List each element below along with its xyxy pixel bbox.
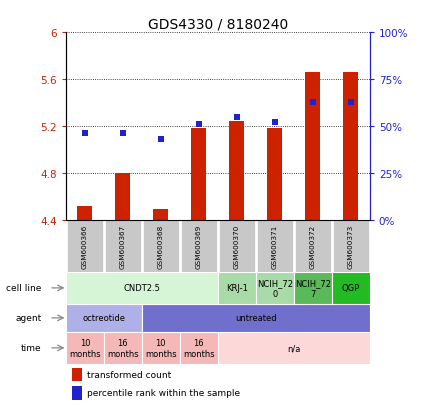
- Point: [157, 136, 164, 143]
- Point: [309, 99, 316, 106]
- Point: [119, 131, 126, 138]
- Bar: [332, 220, 369, 273]
- Text: NCIH_72
0: NCIH_72 0: [257, 278, 293, 298]
- Point: [272, 119, 278, 126]
- Point: [82, 131, 88, 138]
- Bar: [295, 220, 331, 273]
- Text: GSM600367: GSM600367: [120, 224, 126, 268]
- Text: 10
months: 10 months: [69, 338, 101, 358]
- Bar: [142, 332, 180, 364]
- Title: GDS4330 / 8180240: GDS4330 / 8180240: [148, 18, 288, 32]
- Bar: [229, 122, 244, 220]
- Bar: [71, 368, 82, 381]
- Bar: [153, 209, 168, 220]
- Text: agent: agent: [15, 313, 42, 323]
- Text: GSM600370: GSM600370: [234, 224, 240, 268]
- Text: n/a: n/a: [287, 344, 300, 353]
- Text: 16
months: 16 months: [183, 338, 215, 358]
- Bar: [66, 332, 104, 364]
- Bar: [66, 304, 142, 332]
- Bar: [218, 332, 370, 364]
- Bar: [104, 332, 142, 364]
- Point: [196, 121, 202, 128]
- Bar: [305, 73, 320, 220]
- Bar: [218, 273, 256, 304]
- Bar: [218, 220, 255, 273]
- Bar: [66, 273, 218, 304]
- Text: CNDT2.5: CNDT2.5: [123, 284, 160, 293]
- Bar: [267, 129, 282, 220]
- Point: [233, 114, 240, 121]
- Bar: [257, 220, 293, 273]
- Text: octreotide: octreotide: [82, 313, 125, 323]
- Bar: [343, 73, 358, 220]
- Text: percentile rank within the sample: percentile rank within the sample: [87, 389, 240, 397]
- Bar: [105, 220, 141, 273]
- Text: GSM600368: GSM600368: [158, 224, 164, 268]
- Text: GSM600371: GSM600371: [272, 224, 278, 268]
- Bar: [294, 273, 332, 304]
- Bar: [67, 220, 103, 273]
- Bar: [143, 220, 179, 273]
- Text: QGP: QGP: [342, 284, 360, 293]
- Text: transformed count: transformed count: [87, 370, 171, 379]
- Bar: [256, 273, 294, 304]
- Bar: [332, 273, 370, 304]
- Text: time: time: [21, 344, 42, 353]
- Bar: [77, 206, 93, 220]
- Text: 16
months: 16 months: [107, 338, 139, 358]
- Text: untreated: untreated: [235, 313, 277, 323]
- Bar: [191, 129, 207, 220]
- Bar: [142, 304, 370, 332]
- Text: GSM600369: GSM600369: [196, 224, 202, 268]
- Text: GSM600373: GSM600373: [348, 224, 354, 268]
- Bar: [180, 332, 218, 364]
- Text: KRJ-1: KRJ-1: [226, 284, 248, 293]
- Bar: [181, 220, 217, 273]
- Point: [347, 99, 354, 106]
- Text: GSM600372: GSM600372: [310, 224, 316, 268]
- Bar: [71, 386, 82, 399]
- Text: NCIH_72
7: NCIH_72 7: [295, 278, 331, 298]
- Text: 10
months: 10 months: [145, 338, 177, 358]
- Bar: [115, 173, 130, 220]
- Text: cell line: cell line: [6, 284, 42, 293]
- Text: GSM600366: GSM600366: [82, 224, 88, 268]
